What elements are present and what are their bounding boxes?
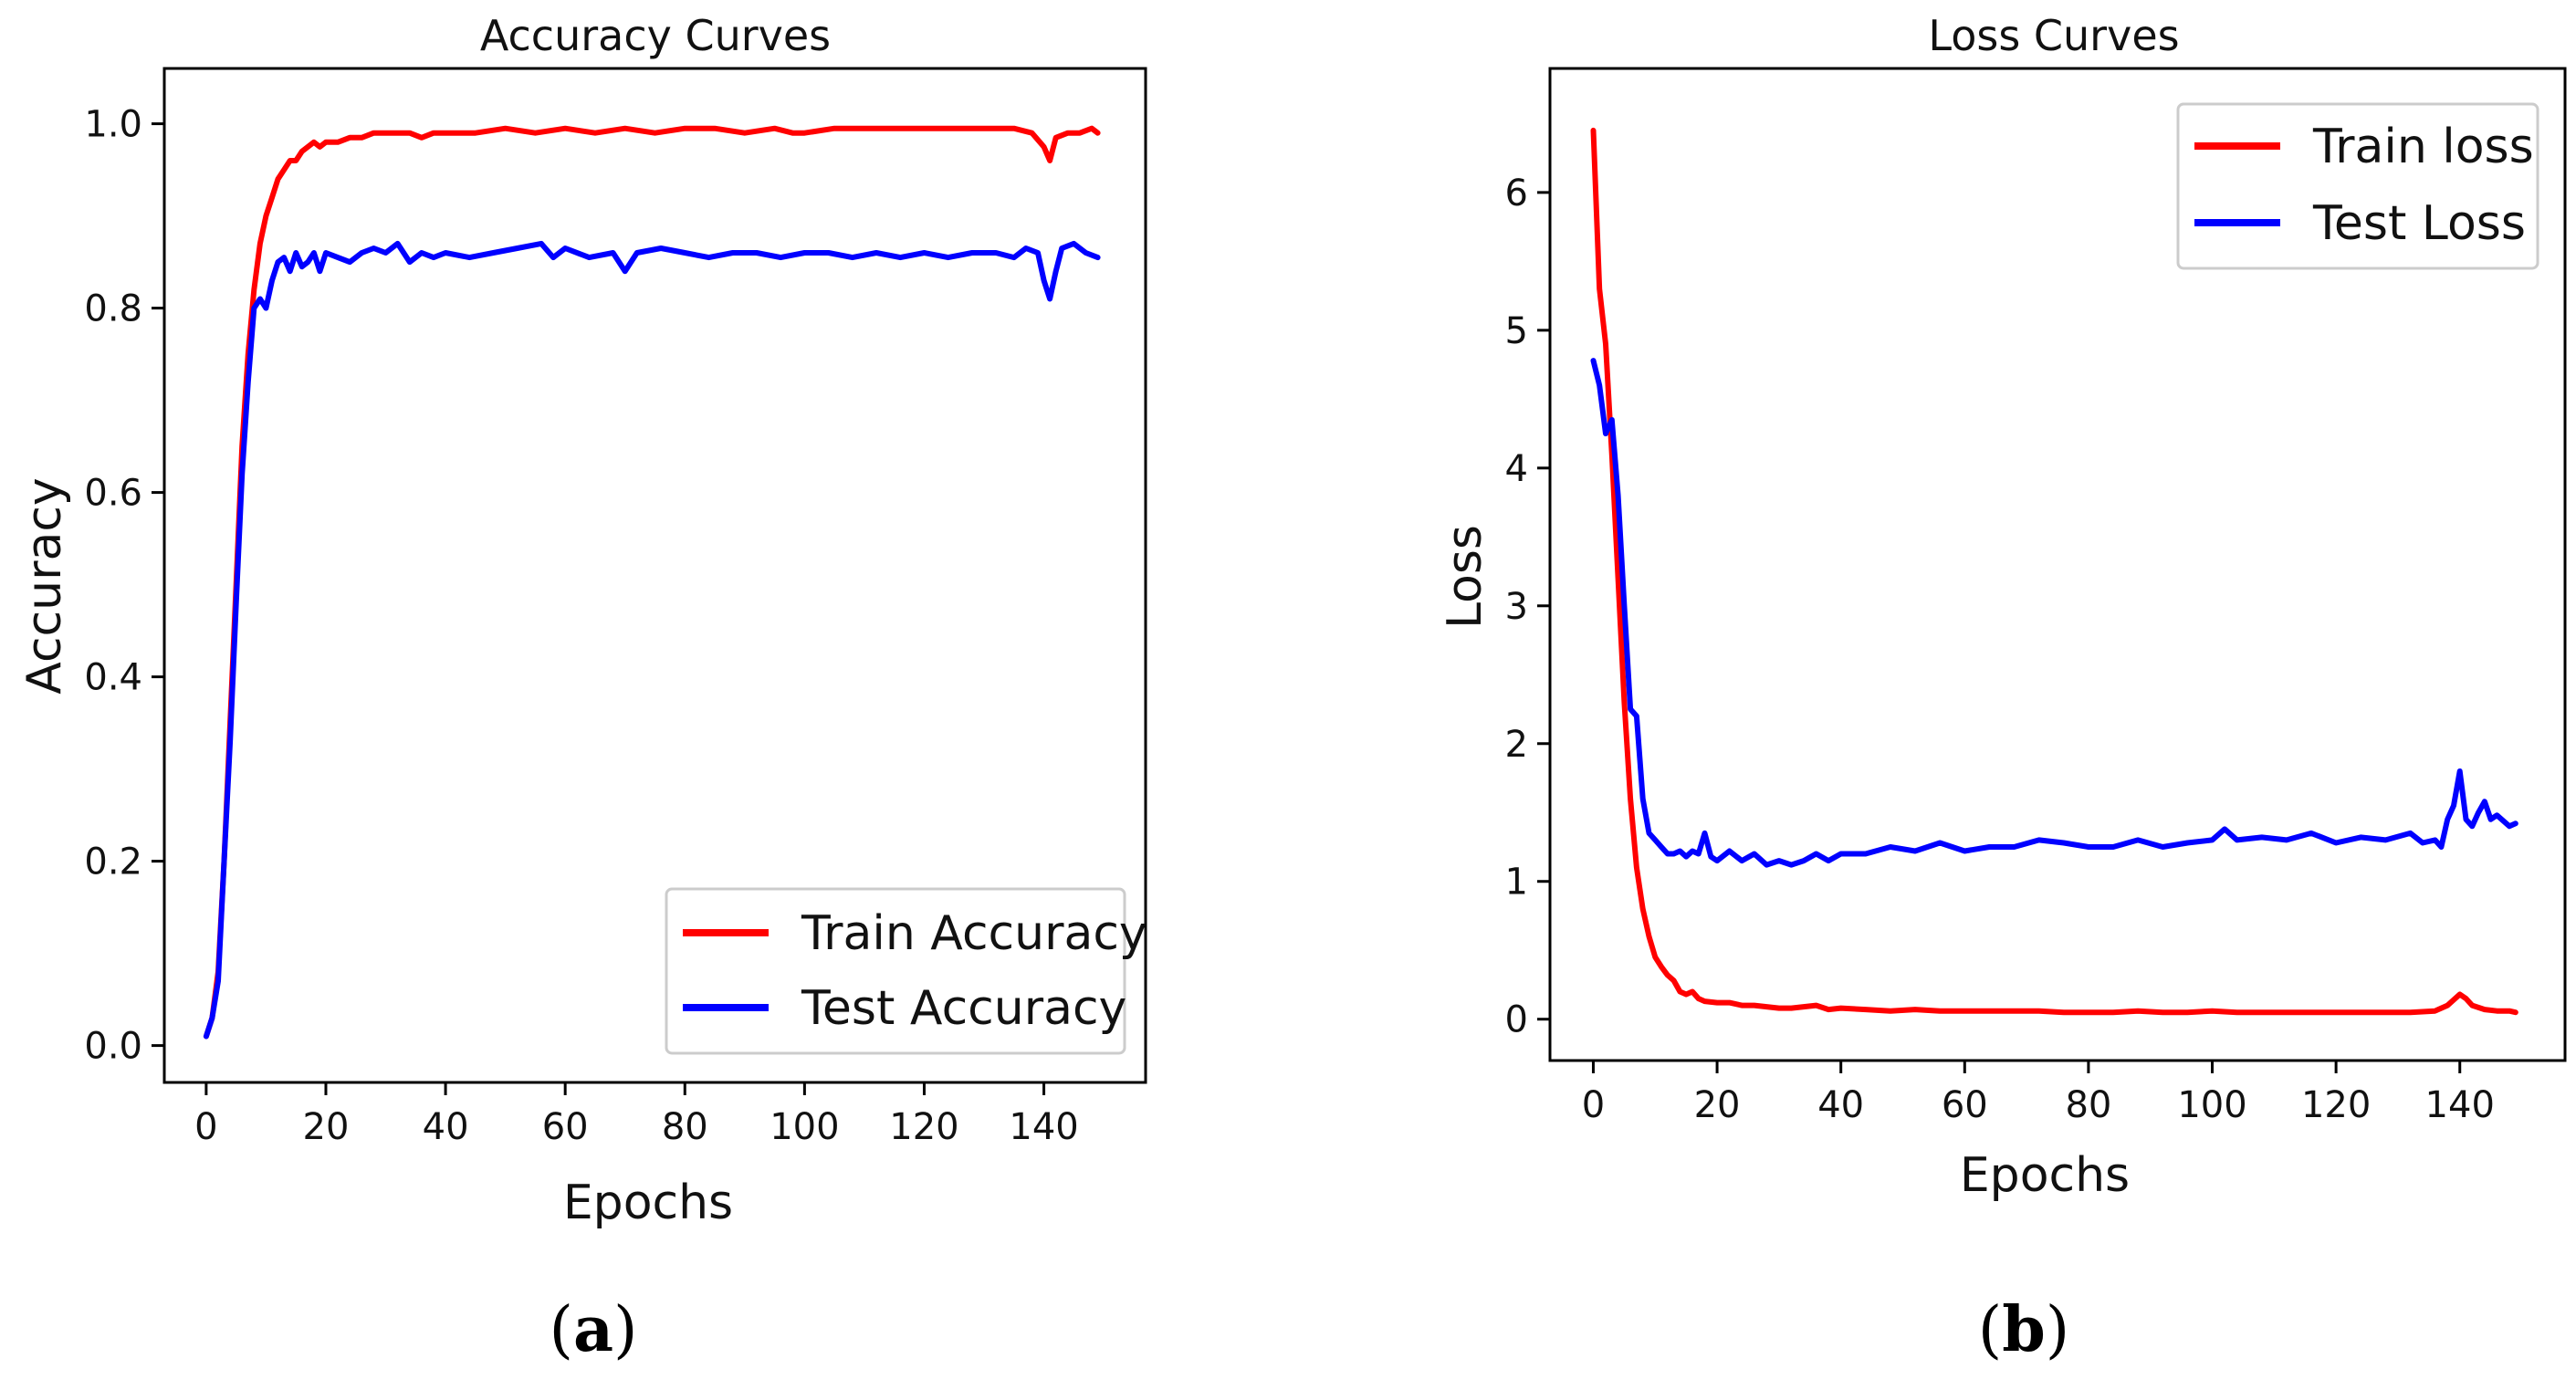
y-tick-label: 0.6: [84, 473, 142, 515]
x-tick-label: 40: [423, 1106, 469, 1148]
y-tick-label: 0: [1505, 999, 1528, 1041]
panel-caption: (b): [1978, 1293, 2070, 1366]
y-tick-label: 6: [1505, 172, 1528, 214]
y-tick-label: 1: [1505, 862, 1528, 904]
caption-letter: a: [573, 1293, 613, 1366]
x-tick-label: 120: [889, 1106, 958, 1148]
x-tick-label: 80: [662, 1106, 708, 1148]
legend: Train Accuracy Test Accuracy: [665, 887, 1147, 1055]
series-line-test: [203, 240, 1101, 1040]
series-line-train: [203, 125, 1101, 1040]
accuracy-chart-panel: Accuracy Curves 0 20 40 60 80 100 120 140 0.0 0.2…: [17, 11, 1147, 1366]
x-tick-label: 140: [2425, 1084, 2495, 1126]
x-tick-label: 80: [2065, 1084, 2111, 1126]
caption-letter: b: [2002, 1293, 2046, 1366]
y-tick-label: 3: [1505, 586, 1528, 628]
accuracy-plot-area: 0 20 40 60 80 100 120 140 0.0 0.2 0.4 0.6 0.8 1.0: [84, 67, 1147, 1148]
x-axis-label: Epochs: [1960, 1148, 2130, 1203]
legend-label-test: Test Accuracy: [801, 981, 1126, 1036]
series-line-test: [1590, 358, 2518, 868]
chart-title: Accuracy Curves: [480, 11, 831, 60]
loss-plot-area: 0 20 40 60 80 100 120 140 0 1 2 3 4 5 6: [1505, 67, 2567, 1126]
y-tick-label: 4: [1505, 448, 1528, 490]
chart-title: Loss Curves: [1928, 11, 2179, 60]
y-axis-label: Loss: [1438, 525, 1492, 629]
panel-caption: (a): [549, 1293, 637, 1366]
legend-box: [665, 887, 1126, 1055]
x-tick-label: 100: [770, 1106, 839, 1148]
caption-open-paren: (: [549, 1294, 573, 1366]
caption-open-paren: (: [1978, 1294, 2003, 1366]
y-tick-label: 1.0: [84, 104, 142, 146]
caption-close-paren: ): [613, 1294, 638, 1366]
x-tick-label: 20: [303, 1106, 350, 1148]
y-tick-label: 5: [1505, 310, 1528, 352]
x-tick-label: 140: [1009, 1106, 1078, 1148]
y-tick-label: 0.0: [84, 1026, 142, 1068]
x-tick-label: 40: [1817, 1084, 1864, 1126]
caption-close-paren: ): [2046, 1294, 2070, 1366]
y-tick-label: 0.4: [84, 657, 142, 699]
x-tick-label: 20: [1694, 1084, 1741, 1126]
x-tick-label: 60: [542, 1106, 589, 1148]
legend-label-train: Train Accuracy: [801, 906, 1147, 961]
x-tick-label: 0: [1582, 1084, 1605, 1126]
axes-frame: [1548, 67, 2567, 1062]
legend: Train loss Test Loss: [2176, 102, 2539, 270]
x-tick-label: 60: [1942, 1084, 1988, 1126]
y-tick-label: 2: [1505, 724, 1528, 766]
y-axis-label: Accuracy: [17, 477, 72, 694]
series-line-train: [1590, 127, 2518, 1016]
legend-label-train: Train loss: [2312, 120, 2534, 174]
legend-label-test: Test Loss: [2312, 196, 2526, 251]
y-tick-label: 0.2: [84, 841, 142, 883]
x-tick-label: 100: [2177, 1084, 2246, 1126]
x-tick-label: 0: [194, 1106, 217, 1148]
axes-frame: [162, 67, 1147, 1084]
y-tick-label: 0.8: [84, 288, 142, 330]
x-axis-label: Epochs: [563, 1176, 733, 1230]
loss-chart-panel: Loss Curves 0 20 40 60 80 100 120 140 0 1 2 3 4 5 6 Ep…: [1438, 11, 2567, 1366]
x-tick-label: 120: [2301, 1084, 2371, 1126]
